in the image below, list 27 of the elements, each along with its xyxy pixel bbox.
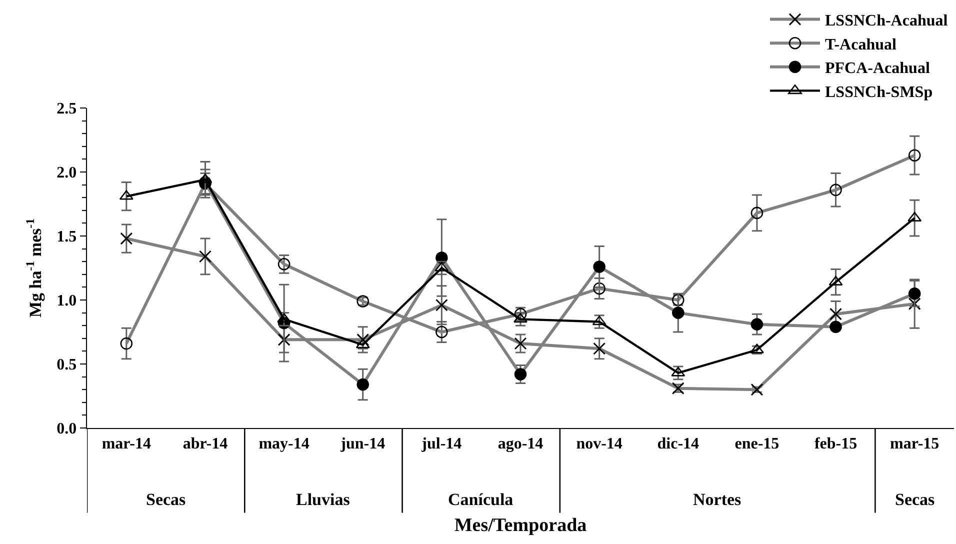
text: Nortes [693, 490, 742, 509]
y-tick-label: 0.0 [56, 420, 77, 438]
legend-label: LSSNCh-Acahual [825, 12, 948, 30]
x-tick-label: jul-14 [420, 435, 462, 452]
legend-label: LSSNCh-SMSp [825, 84, 933, 101]
y-tick-label: 0.5 [56, 356, 77, 374]
y-tick-label: 1.0 [56, 292, 77, 310]
x-axis-title: Mes/Temporada [454, 515, 588, 536]
text: Lluvias [296, 490, 350, 509]
x-tick-label: ago-14 [498, 435, 544, 452]
x-tick-label: feb-15 [814, 435, 858, 452]
x-tick-label: may-14 [258, 435, 310, 452]
x-tick-label: mar-15 [890, 435, 940, 452]
y-tick-label: 2.0 [56, 164, 77, 182]
x-tick-label: nov-14 [576, 435, 622, 452]
legend-label: PFCA-Acahual [825, 60, 930, 78]
x-tick-label: ene-15 [734, 435, 780, 452]
x-tick-label: abr-14 [182, 435, 228, 452]
legend-label: T-Acahual [825, 36, 897, 54]
x-tick-label: dic-14 [657, 435, 700, 452]
x-tick-label: jun-14 [340, 435, 386, 452]
y-tick-label: 1.5 [56, 228, 77, 246]
text: Secas [146, 490, 186, 509]
text: Secas [895, 490, 936, 509]
y-tick-label: 2.5 [56, 100, 77, 118]
x-tick-label: mar-14 [102, 435, 151, 452]
text: Canícula [448, 490, 514, 509]
